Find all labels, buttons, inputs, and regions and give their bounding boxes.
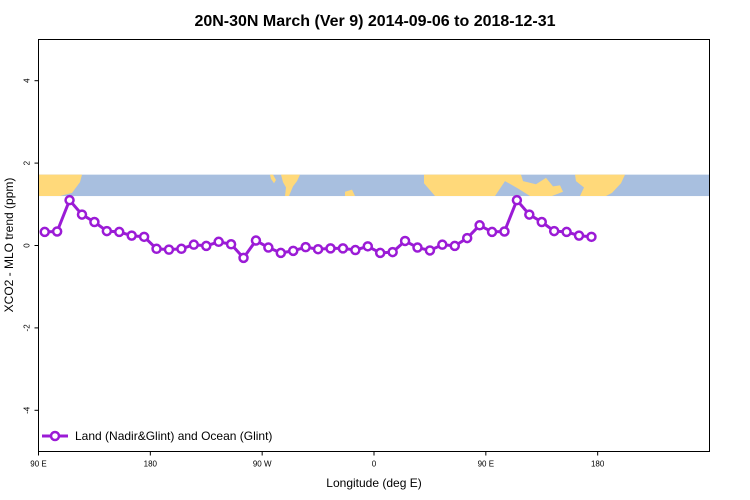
data-point: [437, 239, 448, 250]
data-point: [536, 216, 547, 228]
data-point: [275, 247, 287, 259]
data-point: [374, 247, 386, 259]
data-point: [163, 244, 175, 255]
data-point: [499, 226, 510, 237]
y-tick-label: 4: [23, 78, 32, 83]
data-point: [511, 194, 523, 206]
data-point: [399, 235, 411, 247]
data-point: [51, 226, 63, 237]
data-point: [524, 209, 535, 220]
data-point: [76, 209, 88, 220]
y-tick-label: 0: [23, 243, 32, 248]
series-layer: [39, 194, 597, 264]
data-point: [213, 236, 224, 248]
data-point: [238, 252, 249, 264]
map-land: [575, 174, 625, 197]
data-point: [461, 232, 473, 244]
data-point: [486, 226, 498, 238]
legend: Land (Nadir&Glint) and Ocean (Glint): [42, 429, 272, 443]
x-axis-label: Longitude (deg E): [326, 476, 421, 490]
legend-swatch-marker: [49, 430, 61, 442]
data-point: [548, 225, 560, 237]
data-point: [325, 243, 336, 254]
x-axis: 90 E 180 90 W 0 90 E 180: [30, 451, 605, 469]
map-land: [281, 174, 300, 197]
data-point: [89, 216, 100, 228]
map-land: [270, 174, 276, 184]
data-point: [561, 226, 572, 238]
data-point: [474, 220, 485, 231]
data-point: [412, 242, 423, 253]
chart-title: 20N-30N March (Ver 9) 2014-09-06 to 2018…: [194, 13, 555, 30]
data-point: [39, 226, 50, 238]
map-land: [345, 189, 355, 197]
data-point: [312, 243, 324, 255]
data-point: [188, 239, 200, 250]
x-tick-label: 90 W: [253, 460, 272, 469]
legend-label: Land (Nadir&Glint) and Ocean (Glint): [75, 429, 272, 443]
data-point: [101, 225, 113, 237]
data-point: [263, 242, 274, 253]
data-point: [201, 240, 212, 252]
data-point: [287, 245, 299, 257]
y-tick-label: -4: [23, 406, 32, 414]
data-point: [337, 243, 349, 254]
data-point: [362, 241, 374, 252]
map-land: [38, 174, 82, 197]
world-map-band: [38, 174, 710, 197]
x-tick-label: 0: [372, 460, 377, 469]
data-point: [176, 243, 187, 255]
x-tick-label: 90 E: [30, 460, 46, 469]
x-tick-label: 180: [591, 460, 605, 469]
y-axis-label: XCO2 - MLO trend (ppm): [2, 178, 16, 313]
data-point: [114, 226, 125, 238]
data-point: [300, 241, 311, 253]
data-point: [573, 230, 585, 241]
y-tick-label: -2: [23, 324, 32, 332]
data-point: [350, 244, 361, 256]
data-point: [138, 231, 150, 243]
data-point: [151, 243, 162, 255]
data-point: [250, 235, 262, 246]
data-point: [387, 246, 398, 258]
data-point: [586, 231, 597, 243]
data-point: [225, 239, 237, 250]
plot-frame: [38, 39, 710, 452]
data-point: [424, 245, 436, 256]
y-axis: -4 -2 0 2 4: [23, 78, 39, 414]
data-point: [449, 240, 461, 252]
y-tick-label: 2: [23, 160, 32, 165]
x-tick-label: 90 E: [478, 460, 494, 469]
data-point: [126, 230, 137, 241]
x-tick-label: 180: [144, 460, 158, 469]
map-land: [424, 174, 563, 197]
data-point: [64, 194, 75, 206]
